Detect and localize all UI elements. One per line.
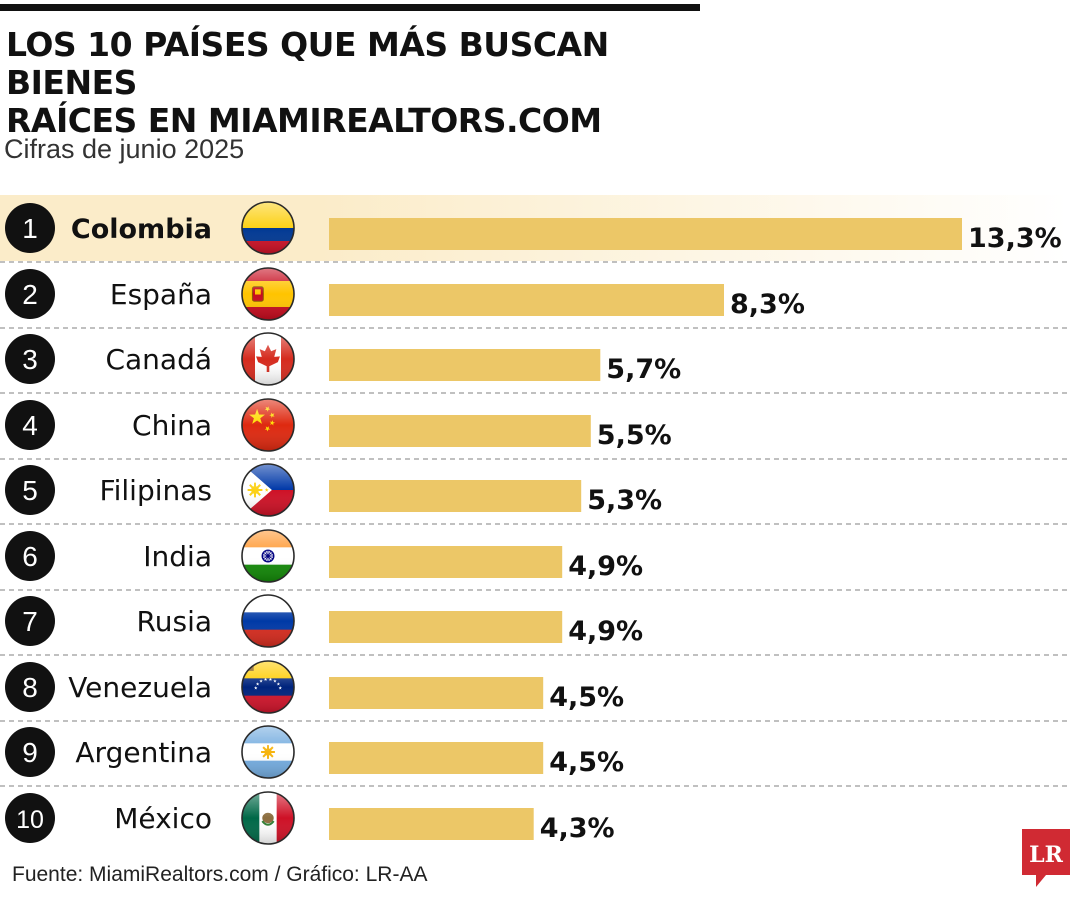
rank-badge (5, 465, 55, 515)
value-label: 4,9% (568, 616, 643, 647)
rank-badge (5, 531, 55, 581)
bar-row: 7 Rusia 4,9% (0, 594, 1068, 656)
country-label: Venezuela (68, 671, 212, 704)
bar-chart: 1 Colombia 13,3% 2 España 8,3% 3 Canadá 5,7% 4 Chi… (0, 195, 1068, 845)
title-line-2: RAÍCES EN MIAMIREALTORS.COM (6, 101, 602, 140)
title-line-1: LOS 10 PAÍSES QUE MÁS BUSCAN BIENES (6, 25, 609, 102)
value-label: 4,5% (549, 682, 624, 713)
value-label: 4,3% (540, 813, 615, 844)
rank-badge (5, 203, 55, 253)
rank-label: 5 (22, 475, 38, 506)
bar (329, 284, 724, 316)
country-label: Rusia (137, 605, 212, 638)
country-label: Colombia (71, 214, 212, 245)
country-label: Filipinas (100, 474, 212, 507)
rank-label: 7 (22, 606, 38, 637)
bar (329, 480, 582, 512)
value-label: 5,3% (587, 485, 662, 516)
bar-row: 5 Filipinas 5,3% (0, 463, 1068, 525)
value-label: 13,3% (968, 223, 1062, 254)
rank-badge (5, 662, 55, 712)
bar-row: 4 China 5,5% (0, 398, 1068, 460)
country-label: India (143, 540, 212, 573)
bar (329, 415, 591, 447)
country-label: Canadá (105, 343, 212, 376)
bar-row: 10 México 4,3% (5, 791, 615, 845)
bar (329, 546, 563, 578)
bar (329, 349, 601, 381)
bar-row: 9 Argentina 4,5% (0, 725, 1068, 787)
chart-subtitle: Cifras de junio 2025 (4, 134, 245, 164)
bar (329, 218, 962, 250)
logo-text: LR (1029, 842, 1063, 868)
rank-label: 3 (22, 344, 38, 375)
rank-badge (5, 334, 55, 384)
rank-label: 1 (22, 213, 38, 244)
chart-title: LOS 10 PAÍSES QUE MÁS BUSCAN BIENES RAÍC… (6, 26, 726, 140)
value-label: 5,7% (606, 354, 681, 385)
bar (329, 677, 544, 709)
value-label: 8,3% (730, 289, 805, 320)
country-label: España (110, 278, 212, 311)
rank-label: 9 (22, 737, 38, 768)
rank-badge (5, 793, 55, 843)
lr-logo: LR (1022, 829, 1070, 887)
rank-badge (5, 596, 55, 646)
value-label: 4,5% (549, 747, 624, 778)
china-flag-icon (242, 399, 294, 451)
country-label: México (114, 802, 212, 835)
bar-row: 2 España 8,3% (0, 267, 1068, 329)
top-rule (0, 4, 700, 11)
bar (329, 742, 544, 774)
rank-label: 8 (22, 672, 38, 703)
rank-label: 2 (22, 279, 38, 310)
value-label: 5,5% (597, 420, 672, 451)
rank-badge (5, 400, 55, 450)
bar-row: 6 India 4,9% (0, 529, 1068, 591)
rank-label: 4 (22, 410, 38, 441)
bar-row: 8 Venezuela 4,5% (0, 660, 1068, 722)
country-label: Argentina (75, 736, 212, 769)
rank-label: 6 (22, 541, 38, 572)
rank-badge (5, 269, 55, 319)
bar-row: 3 Canadá 5,7% (0, 332, 1068, 394)
source-note: Fuente: MiamiRealtors.com / Gráfico: LR-… (12, 863, 428, 886)
bar (329, 611, 563, 643)
argentina-flag-icon (242, 726, 294, 778)
bar (329, 808, 534, 840)
value-label: 4,9% (568, 551, 643, 582)
rank-badge (5, 727, 55, 777)
country-label: China (132, 409, 212, 442)
rank-label: 10 (16, 806, 44, 834)
canada-flag-icon (242, 333, 294, 385)
bar-row: 1 Colombia 13,3% (0, 195, 1068, 263)
